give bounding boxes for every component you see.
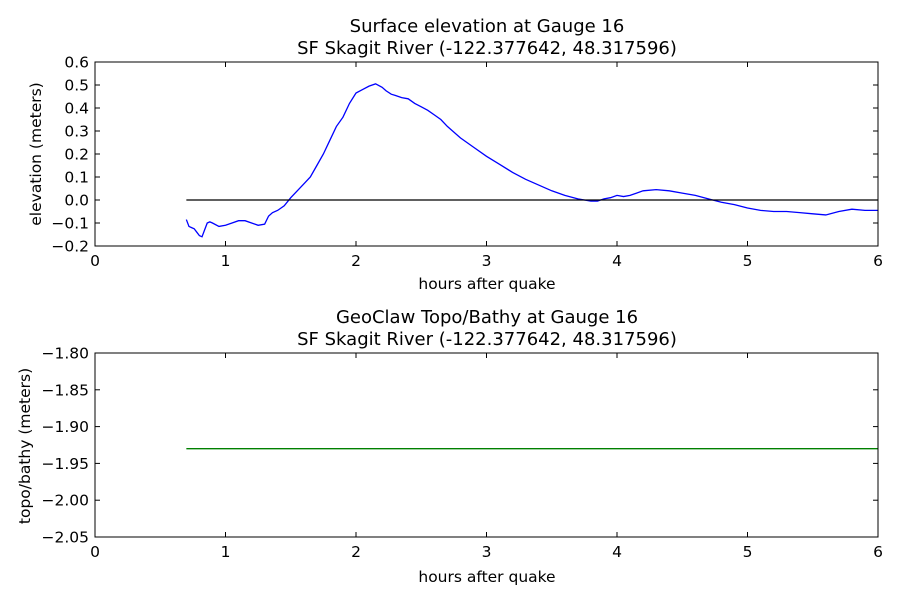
topo-ytick-label: −1.85	[42, 381, 90, 399]
topo-chart-ylabel: topo/bathy (meters)	[16, 368, 34, 524]
topo-ytick-label: −1.80	[42, 345, 90, 363]
elevation-ytick-label: 0.5	[64, 77, 89, 95]
topo-ytick-label: −1.95	[42, 455, 90, 473]
elevation-chart-ylabel: elevation (meters)	[27, 82, 45, 225]
elevation-chart: Surface elevation at Gauge 16 SF Skagit …	[27, 16, 883, 293]
topo-xtick-label: 3	[482, 543, 492, 561]
elevation-chart-subtitle: SF Skagit River (-122.377642, 48.317596)	[297, 38, 677, 59]
topo-chart-frame	[94, 352, 879, 538]
elevation-xtick-label: 3	[482, 252, 492, 270]
topo-chart-xlabel: hours after quake	[418, 568, 555, 586]
elevation-chart-title: Surface elevation at Gauge 16	[350, 16, 625, 37]
topo-xtick-label: 5	[743, 543, 753, 561]
elevation-xtick-label: 5	[743, 252, 753, 270]
elevation-ytick-label: 0.1	[64, 169, 89, 187]
elevation-ytick-label: 0.0	[64, 192, 89, 210]
elevation-plot-area: 0 1 2 3 4 5 6 −0.2 −0.1 0.0 0.1 0.2 0.3 0.4 0.5 0.6	[51, 54, 883, 271]
topo-xtick-label: 0	[90, 543, 100, 561]
elevation-ytick-label: −0.2	[51, 238, 89, 256]
elevation-chart-xlabel: hours after quake	[418, 275, 555, 293]
topo-chart-title: GeoClaw Topo/Bathy at Gauge 16	[336, 307, 638, 328]
elevation-xtick-label: 1	[221, 252, 231, 270]
elevation-ytick-label: 0.4	[64, 100, 89, 118]
elevation-series-0	[185, 83, 878, 238]
topo-ytick-label: −2.00	[42, 492, 90, 510]
topo-ytick-label: −2.05	[42, 529, 90, 547]
elevation-xtick-label: 2	[351, 252, 361, 270]
topo-xtick-label: 4	[612, 543, 622, 561]
elevation-ytick-label: 0.6	[64, 54, 89, 72]
topo-plot-area: 0 1 2 3 4 5 6 −2.05 −2.00 −1.95 −1.90 −1.85 −1.80	[42, 345, 883, 562]
elevation-ytick-label: 0.3	[64, 123, 89, 141]
topo-xtick-label: 2	[351, 543, 361, 561]
topo-chart: GeoClaw Topo/Bathy at Gauge 16 SF Skagit…	[16, 307, 883, 586]
topo-chart-subtitle: SF Skagit River (-122.377642, 48.317596)	[297, 329, 677, 350]
elevation-chart-frame	[94, 61, 879, 247]
elevation-xtick-label: 6	[873, 252, 883, 270]
elevation-ytick-label: −0.1	[51, 215, 89, 233]
topo-xtick-label: 6	[873, 543, 883, 561]
topo-ytick-label: −1.90	[42, 418, 90, 436]
elevation-ytick-label: 0.2	[64, 146, 89, 164]
elevation-xtick-label: 0	[90, 252, 100, 270]
elevation-xtick-label: 4	[612, 252, 622, 270]
topo-xtick-label: 1	[221, 543, 231, 561]
